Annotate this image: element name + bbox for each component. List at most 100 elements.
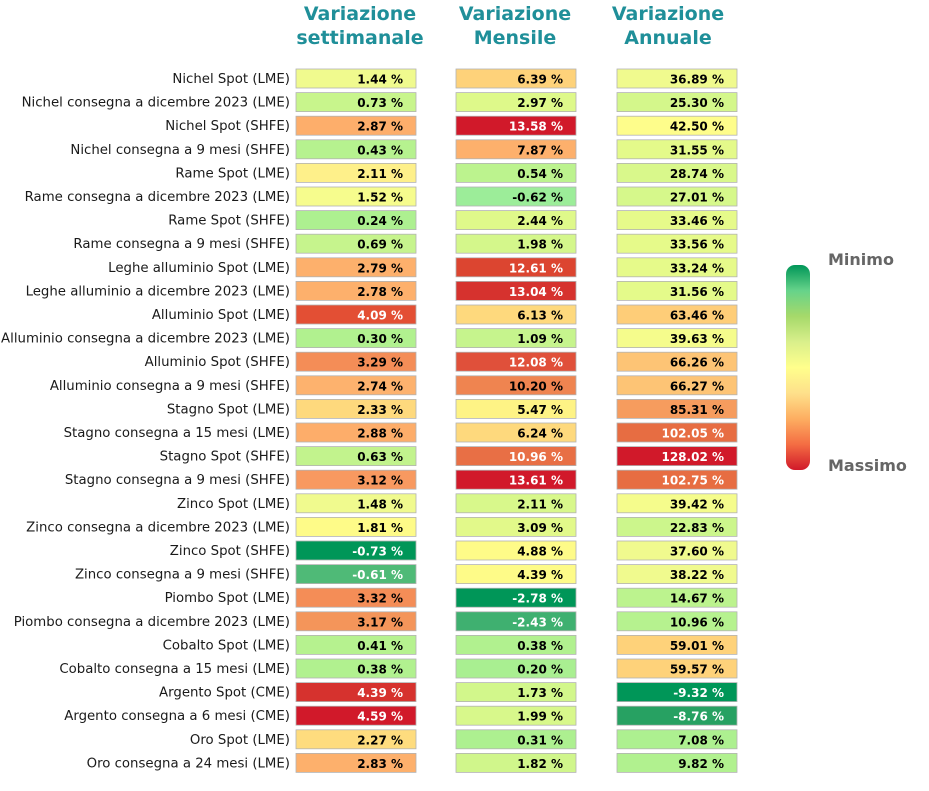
heatmap-cell xyxy=(295,210,417,231)
cell-value-label: 7.87 % xyxy=(517,143,563,157)
cell-value-label: 85.31 % xyxy=(670,403,724,417)
heatmap-cell xyxy=(455,398,577,419)
heatmap-cell xyxy=(616,658,738,679)
cell-value-label: 1.82 % xyxy=(517,757,563,771)
cell-value-label: -2.43 % xyxy=(512,615,563,629)
cell-value-label: 2.44 % xyxy=(517,214,563,228)
heatmap-cell xyxy=(455,611,577,632)
cell-value-label: 3.17 % xyxy=(357,615,403,629)
cell-value-label: 0.63 % xyxy=(357,450,403,464)
cell-value-label: 2.97 % xyxy=(517,96,563,110)
heatmap-cell xyxy=(455,422,577,443)
cell-value-label: 3.32 % xyxy=(357,592,403,606)
heatmap-cell xyxy=(295,517,417,537)
cell-value-label: 31.56 % xyxy=(670,285,724,299)
cell-value-label: 12.61 % xyxy=(509,261,563,275)
heatmap-cell xyxy=(616,682,738,702)
cell-value-label: 2.11 % xyxy=(517,497,563,511)
heatmap-cell xyxy=(295,280,417,301)
cell-value-label: 5.47 % xyxy=(517,403,563,417)
cell-value-label: 25.30 % xyxy=(670,96,724,110)
heatmap-cell xyxy=(455,257,577,278)
heatmap-cell xyxy=(295,658,417,679)
heatmap-cell xyxy=(616,753,738,773)
heatmap-cell xyxy=(616,422,738,443)
row-label: Rame Spot (SHFE) xyxy=(168,214,290,229)
row-label: Nichel consegna a dicembre 2023 (LME) xyxy=(22,96,290,111)
cell-value-label: -9.32 % xyxy=(673,686,724,700)
heatmap-cell xyxy=(295,564,417,584)
column-header-line1: Variazione xyxy=(304,3,416,25)
row-label: Zinco consegna a dicembre 2023 (LME) xyxy=(26,520,290,535)
cell-value-label: 4.39 % xyxy=(517,568,563,582)
heatmap-cell xyxy=(455,351,577,372)
cell-value-label: 27.01 % xyxy=(670,191,724,205)
row-label: Alluminio consegna a dicembre 2023 (LME) xyxy=(1,332,290,347)
cell-value-label: 2.87 % xyxy=(357,120,403,134)
cell-value-label: 2.11 % xyxy=(357,167,403,181)
cell-value-label: 12.08 % xyxy=(509,356,563,370)
cell-value-label: 3.12 % xyxy=(357,474,403,488)
cell-value-label: 0.24 % xyxy=(357,214,403,228)
cell-value-label: 42.50 % xyxy=(670,120,724,134)
cell-value-label: 1.98 % xyxy=(517,238,563,252)
heatmap-cell xyxy=(616,493,738,514)
cell-value-label: -0.61 % xyxy=(352,568,403,582)
heatmap-cell xyxy=(295,493,417,514)
heatmap-cell xyxy=(455,375,577,396)
heatmap-cell xyxy=(455,92,577,112)
heatmap-cell xyxy=(616,446,738,467)
cell-value-label: 1.81 % xyxy=(357,521,403,535)
cell-value-label: 2.27 % xyxy=(357,733,403,747)
row-label: Nichel Spot (LME) xyxy=(172,72,290,87)
cell-value-label: 9.82 % xyxy=(678,757,724,771)
heatmap-cell xyxy=(616,280,738,301)
heatmap-cell xyxy=(295,611,417,632)
heatmap-cell xyxy=(455,115,577,136)
heatmap-cell xyxy=(295,729,417,750)
cell-value-label: 13.58 % xyxy=(509,120,563,134)
heatmap-cell xyxy=(616,257,738,278)
heatmap-cell xyxy=(455,729,577,750)
column-header-line2: Mensile xyxy=(474,27,557,49)
cell-value-label: 0.30 % xyxy=(357,332,403,346)
heatmap-cell xyxy=(295,705,417,726)
heatmap-cell xyxy=(295,446,417,467)
heatmap-cell xyxy=(295,682,417,702)
cell-value-label: 2.33 % xyxy=(357,403,403,417)
cell-value-label: 0.20 % xyxy=(517,663,563,677)
cell-value-label: 10.96 % xyxy=(670,615,724,629)
cell-value-label: 59.57 % xyxy=(670,663,724,677)
row-label: Cobalto consegna a 15 mesi (LME) xyxy=(59,662,290,677)
heatmap-cell xyxy=(295,753,417,773)
row-label: Piombo consegna a dicembre 2023 (LME) xyxy=(14,615,290,630)
cell-value-label: 0.38 % xyxy=(517,639,563,653)
cell-value-label: 10.20 % xyxy=(509,379,563,393)
row-label: Alluminio Spot (LME) xyxy=(152,308,290,323)
heatmap-cell xyxy=(616,139,738,160)
heatmap-cell xyxy=(455,186,577,207)
heatmap-cell xyxy=(455,587,577,608)
color-scale-bar xyxy=(786,265,810,470)
cell-value-label: 63.46 % xyxy=(670,309,724,323)
heatmap-cell xyxy=(295,587,417,608)
cell-value-label: 37.60 % xyxy=(670,545,724,559)
row-label: Rame Spot (LME) xyxy=(175,166,290,181)
cell-value-label: -0.73 % xyxy=(352,545,403,559)
cell-value-label: 0.41 % xyxy=(357,639,403,653)
cell-value-label: 1.48 % xyxy=(357,497,403,511)
heatmap-cell xyxy=(616,587,738,608)
cell-value-label: 2.83 % xyxy=(357,757,403,771)
cell-value-label: 4.88 % xyxy=(517,545,563,559)
cell-value-label: 39.42 % xyxy=(670,497,724,511)
column-header-line2: settimanale xyxy=(296,27,423,49)
heatmap-cell xyxy=(455,682,577,702)
heatmap-cell xyxy=(616,635,738,655)
row-label: Oro Spot (LME) xyxy=(190,733,290,748)
heatmap-cell xyxy=(616,210,738,231)
heatmap-cell xyxy=(616,351,738,372)
row-label: Alluminio Spot (SHFE) xyxy=(145,355,290,370)
cell-value-label: 31.55 % xyxy=(670,143,724,157)
heatmap-cell xyxy=(295,139,417,160)
row-label: Stagno consegna a 9 mesi (SHFE) xyxy=(65,473,290,488)
